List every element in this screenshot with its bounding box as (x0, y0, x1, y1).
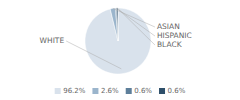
legend-label: 96.2% (63, 87, 86, 95)
slice (117, 8, 118, 41)
legend-swatch (126, 88, 132, 94)
legend-label: 0.6% (134, 87, 152, 95)
slice (85, 8, 151, 74)
slice-label: ASIAN (157, 22, 180, 31)
labels: WHITE ASIANHISPANICBLACK (40, 8, 192, 69)
legend-item: 0.6% (126, 87, 153, 95)
slice (110, 8, 118, 41)
legend-item: 0.6% (159, 87, 186, 95)
slice-label: HISPANIC (157, 31, 192, 40)
pie (85, 8, 151, 74)
legend-item: 96.2% (55, 87, 86, 95)
chart: WHITE ASIANHISPANICBLACK 96.2% 2.6% 0.6% 0.6% (0, 0, 240, 100)
legend-swatch (55, 88, 61, 94)
legend-label: 2.6% (101, 87, 119, 95)
legend-swatch (92, 88, 98, 94)
slice-label: BLACK (157, 40, 183, 49)
leader-line (66, 41, 121, 69)
slice (116, 8, 118, 41)
leader-line (117, 8, 155, 45)
legend-label: 0.6% (168, 87, 186, 95)
slice-label: WHITE (40, 36, 65, 45)
legend-swatch (159, 88, 165, 94)
legend-item: 2.6% (92, 87, 119, 95)
legend: 96.2% 2.6% 0.6% 0.6% (55, 87, 186, 95)
